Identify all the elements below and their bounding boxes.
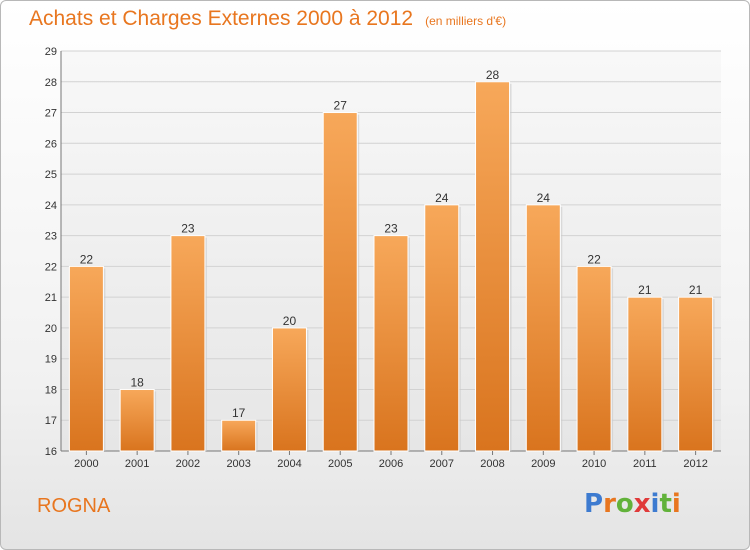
y-tick-label: 18 [45,384,57,396]
y-tick-label: 27 [45,108,57,120]
bar [119,388,155,452]
bar-value-label: 21 [638,283,652,297]
y-tick-label: 23 [45,231,57,243]
bar [68,265,104,452]
y-tick-label: 29 [45,46,57,58]
y-tick-label: 17 [45,415,57,427]
bar [525,204,561,452]
bar-value-label: 23 [181,222,195,236]
bar-value-label: 18 [130,375,144,389]
bar-value-label: 21 [689,283,703,297]
x-tick-label: 2003 [226,458,250,470]
title-text: Achats et Charges Externes 2000 à 2012 [29,7,414,30]
y-tick-label: 20 [45,323,57,335]
commune-name: ROGNA [37,495,111,517]
x-tick-label: 2005 [328,458,352,470]
y-tick-label: 22 [45,261,57,273]
x-tick-label: 2011 [633,458,657,470]
bar [424,204,460,452]
logo-letter: t [659,489,672,519]
x-tick-label: 2000 [74,458,98,470]
bar [322,112,358,452]
x-tick-label: 2012 [683,458,707,470]
bar [170,235,206,452]
logo-letter: P [584,489,604,519]
y-tick-label: 21 [45,292,57,304]
chart-title: Achats et Charges Externes 2000 à 2012 (e… [29,7,506,31]
y-tick-label: 16 [45,446,57,458]
bar-value-label: 24 [435,191,449,205]
bar [475,81,511,452]
y-tick-label: 26 [45,138,57,150]
bar [221,419,257,452]
logo-letter: x [633,489,651,519]
x-tick-label: 2009 [531,458,555,470]
bar-value-label: 22 [587,252,601,266]
bar [678,296,714,452]
unit-label: (en milliers d'€) [425,14,507,28]
logo-letter: i [650,489,660,519]
bar-value-label: 20 [283,314,297,328]
x-tick-label: 2004 [277,458,301,470]
x-tick-label: 2008 [480,458,504,470]
logo-letter: o [615,489,634,519]
y-tick-label: 19 [45,354,57,366]
bar [271,327,307,452]
bar-value-label: 27 [334,99,348,113]
proxiti-logo: Proxiti [584,489,681,519]
bar-value-label: 28 [486,68,500,82]
y-tick-label: 28 [45,77,57,89]
x-tick-label: 2006 [379,458,403,470]
bar [576,265,612,452]
bar-value-label: 24 [537,191,551,205]
bar [627,296,663,452]
x-tick-label: 2010 [582,458,606,470]
x-tick-label: 2001 [125,458,149,470]
logo-letter: r [603,489,616,519]
y-tick-label: 25 [45,169,57,181]
bar-value-label: 17 [232,406,246,420]
logo-letter: i [671,489,681,519]
x-tick-label: 2007 [430,458,454,470]
bar [373,235,409,452]
bar-value-label: 23 [384,222,398,236]
x-tick-label: 2002 [176,458,200,470]
bar-value-label: 22 [80,252,94,266]
y-tick-label: 24 [45,200,57,212]
